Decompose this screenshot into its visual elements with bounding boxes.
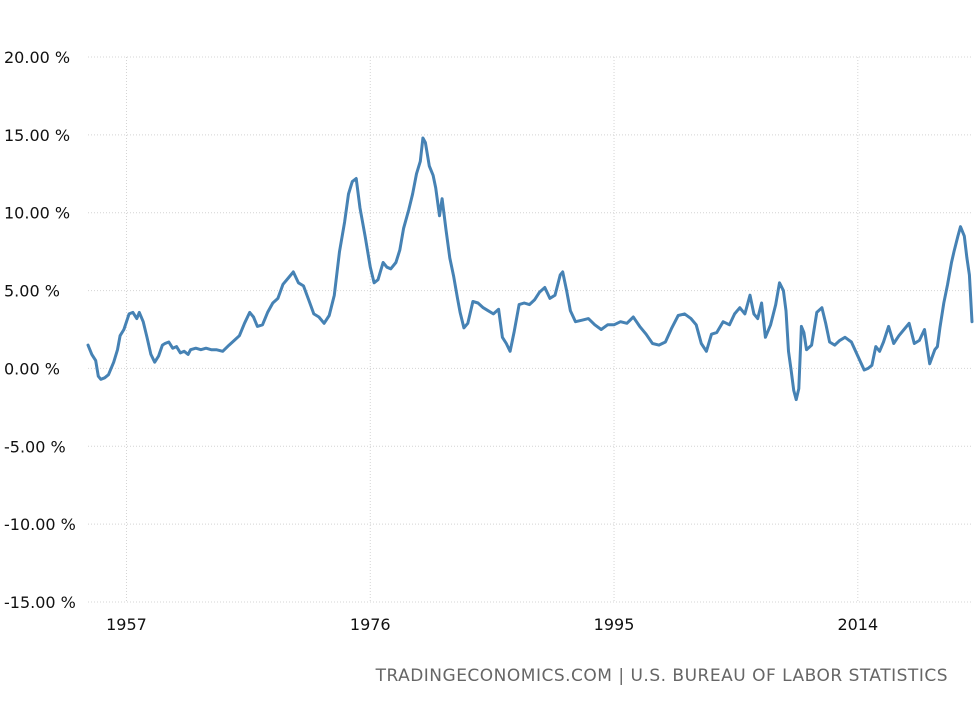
y-tick-label: 20.00 % (4, 48, 70, 67)
x-tick-label: 1957 (106, 615, 147, 634)
vertical-gridlines (125, 57, 859, 602)
series-line-0 (86, 136, 974, 402)
series-layer (86, 136, 974, 402)
y-tick-label: -5.00 % (4, 437, 66, 456)
x-tick-label: 2014 (837, 615, 878, 634)
y-tick-label: -10.00 % (4, 515, 76, 534)
y-axis-labels: 20.00 % 15.00 % 10.00 % 5.00 % 0.00 % -5.00 %… (4, 48, 76, 612)
x-axis-labels: 1957 1976 1995 2014 (106, 615, 878, 634)
x-tick-label: 1995 (594, 615, 635, 634)
y-tick-label: 0.00 % (4, 359, 60, 378)
x-tick-label: 1976 (350, 615, 391, 634)
y-tick-label: 5.00 % (4, 282, 60, 301)
horizontal-gridlines (88, 56, 972, 603)
y-tick-label: 10.00 % (4, 204, 70, 223)
y-tick-label: -15.00 % (4, 593, 76, 612)
y-tick-label: 15.00 % (4, 126, 70, 145)
source-attribution: TRADINGECONOMICS.COM | U.S. BUREAU OF LA… (375, 666, 948, 686)
